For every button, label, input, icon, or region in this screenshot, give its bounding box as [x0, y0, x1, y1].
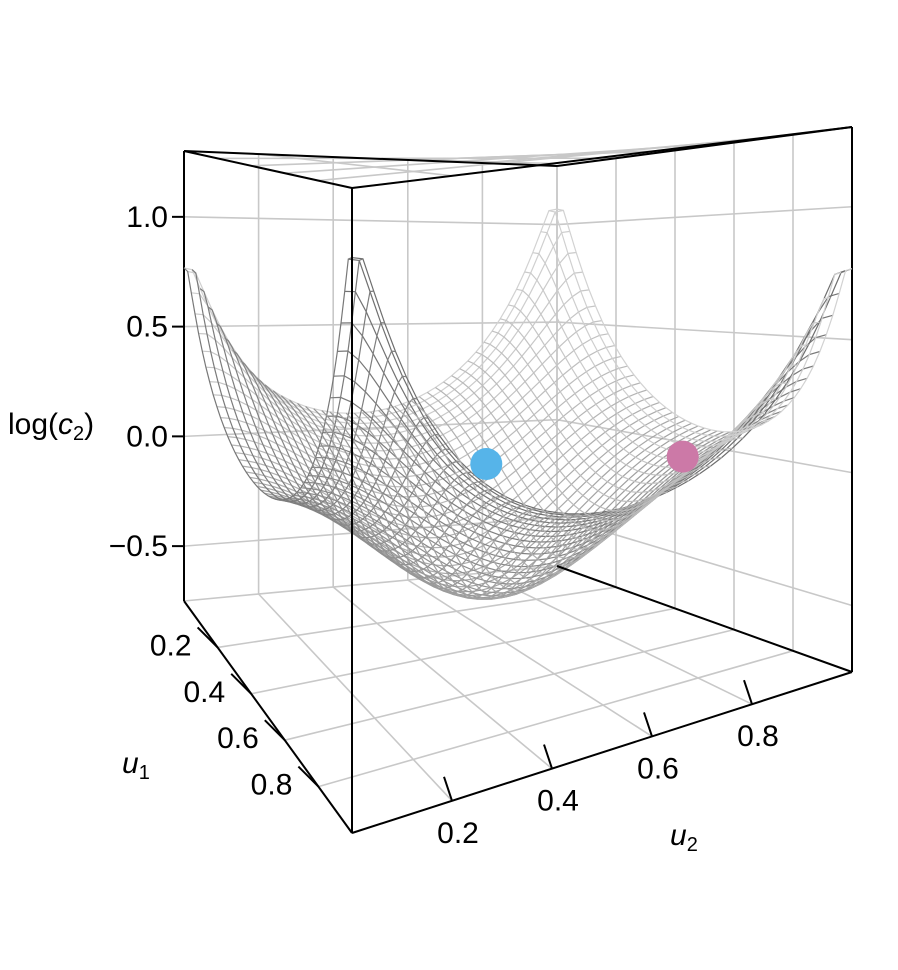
grid-line-floor-u1 [217, 586, 617, 649]
mesh-line-u2 [337, 412, 559, 597]
mesh-line-u2 [556, 208, 853, 433]
mesh-line-u2 [540, 231, 831, 442]
axis-ticks: 1.0 0.5 0.0 −0.5 0.2 0.4 0.6 0.8 0.2 0.4 0.6 0.8 [109, 201, 779, 850]
mesh-line-u2 [240, 360, 429, 526]
grid-line-back-z [183, 216, 558, 226]
u1-tick-label: 0.2 [150, 629, 192, 662]
z-axis-title: log(c2) [8, 408, 94, 445]
mesh-line-u2 [524, 271, 809, 454]
mesh-line-u2 [280, 395, 483, 559]
z-tick-label: 0.0 [126, 420, 168, 453]
u2-tick-mark [543, 744, 553, 769]
mesh-line-u2 [386, 408, 624, 593]
grid-line-floor-u2 [482, 572, 753, 705]
mesh-line-u2 [345, 412, 570, 599]
grid-line-right-z [556, 205, 853, 226]
mesh-line-u2 [191, 258, 364, 503]
mesh-line-u2 [288, 399, 494, 566]
grid-line-floor-u1 [251, 607, 676, 695]
grid-line-floor-u1 [284, 628, 735, 741]
grid-line-top-u1 [318, 134, 794, 182]
mesh-line-u2 [313, 408, 526, 584]
box-edge [183, 150, 558, 167]
u2-tick-label: 0.6 [637, 752, 679, 785]
mesh-line-u2 [516, 288, 798, 461]
u1-tick-mark [297, 765, 320, 788]
u2-tick-label: 0.8 [737, 720, 779, 753]
u2-tick-mark [743, 679, 753, 705]
box-edge-front [183, 600, 353, 834]
u2-tick-label: 0.2 [437, 817, 479, 850]
z-tick-label: 1.0 [126, 201, 168, 234]
highlight-point-2 [666, 440, 699, 473]
u1-tick-label: 0.8 [251, 769, 293, 802]
u1-tick-label: 0.6 [217, 722, 259, 755]
mesh-line-u2 [248, 369, 440, 532]
mesh-line-u1 [344, 290, 840, 518]
mesh-line-u2 [418, 396, 668, 568]
mesh-line-u1 [194, 251, 577, 430]
mesh-line-u2 [426, 391, 679, 559]
mesh-line-u2 [548, 210, 842, 437]
mesh-line-u2 [508, 304, 787, 468]
box-back-edges [183, 126, 853, 672]
mesh-line-u2 [224, 337, 407, 516]
grid-line-right-z [556, 321, 853, 341]
u1-tick-label: 0.4 [183, 676, 225, 709]
mesh-line-u2 [305, 405, 516, 579]
box-edge-front [351, 671, 853, 834]
mesh-line-u2 [232, 349, 418, 521]
mesh-line-u2 [272, 390, 472, 552]
u2-axis-title: u2 [670, 819, 698, 856]
u2-tick-mark [643, 712, 653, 737]
u1-tick-mark [264, 719, 286, 741]
mesh-line-u2 [216, 322, 396, 512]
box-edge-front [556, 565, 853, 673]
highlight-point-1 [470, 448, 503, 480]
z-tick-label: −0.5 [109, 530, 168, 563]
grid-line-floor-u1 [318, 650, 794, 788]
grid-line-floor-u2 [332, 586, 553, 770]
mesh-line-u2 [207, 306, 385, 508]
mesh-line-u2 [370, 411, 603, 599]
mesh-line-u2 [183, 257, 353, 501]
box-edge [351, 126, 853, 189]
mesh-line-u2 [264, 384, 461, 545]
u2-tick-mark [443, 776, 453, 802]
mesh-line-u2 [361, 412, 592, 600]
highlight-points [470, 440, 699, 480]
grid-line-back-z [183, 321, 558, 328]
z-tick-label: 0.5 [126, 311, 168, 344]
mesh-line-u1 [191, 230, 570, 424]
grid-line-floor-u2 [258, 593, 453, 802]
mesh-line-u2 [256, 377, 450, 539]
surface-mesh [183, 208, 853, 600]
mesh-line-u2 [353, 412, 581, 600]
mesh-line-u2 [483, 341, 755, 493]
u2-tick-label: 0.4 [537, 785, 579, 818]
u1-tick-mark [196, 626, 219, 649]
u1-axis-title: u1 [122, 747, 150, 784]
box-edge [183, 150, 353, 189]
grid-line-floor-u2 [407, 579, 653, 738]
box-front-edges [183, 188, 853, 834]
mesh-line-u2 [329, 411, 548, 594]
mesh-line-u2 [500, 318, 776, 476]
u1-tick-mark [230, 673, 252, 695]
mesh-line-u2 [410, 400, 657, 575]
mesh-line-u2 [402, 403, 646, 582]
